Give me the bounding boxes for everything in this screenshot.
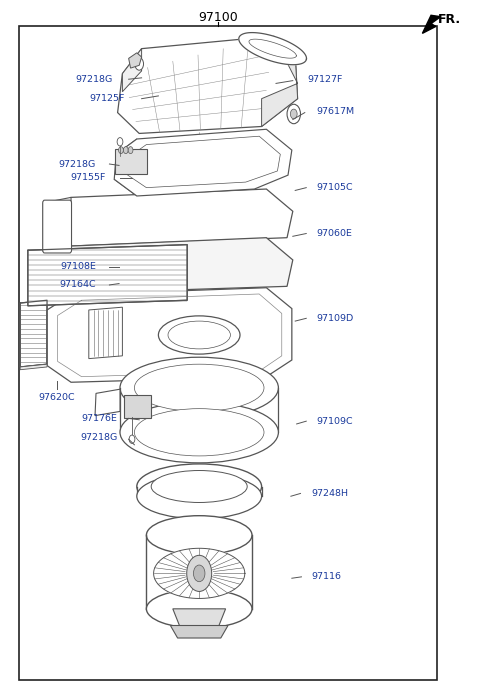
Text: 97125F: 97125F xyxy=(89,95,125,103)
Circle shape xyxy=(290,109,297,119)
Circle shape xyxy=(193,565,205,582)
Ellipse shape xyxy=(134,409,264,456)
Polygon shape xyxy=(20,300,47,367)
Ellipse shape xyxy=(137,464,262,509)
Polygon shape xyxy=(47,288,292,382)
Ellipse shape xyxy=(146,589,252,628)
Text: FR.: FR. xyxy=(438,13,461,26)
Polygon shape xyxy=(170,626,228,638)
Circle shape xyxy=(129,435,135,443)
Polygon shape xyxy=(43,197,71,252)
Text: 97100: 97100 xyxy=(199,11,238,24)
Polygon shape xyxy=(122,49,142,92)
Text: 97155F: 97155F xyxy=(70,174,106,182)
Text: 97620C: 97620C xyxy=(38,393,75,402)
Text: 97116: 97116 xyxy=(311,573,341,581)
Bar xyxy=(19,26,437,680)
Text: 97109C: 97109C xyxy=(317,417,353,425)
Ellipse shape xyxy=(120,402,278,463)
Text: 97617M: 97617M xyxy=(317,107,355,115)
Text: 97108E: 97108E xyxy=(60,263,96,271)
Text: 97218G: 97218G xyxy=(59,160,96,168)
Polygon shape xyxy=(262,36,298,126)
FancyBboxPatch shape xyxy=(124,395,151,418)
Text: 97218G: 97218G xyxy=(80,434,118,442)
FancyBboxPatch shape xyxy=(115,149,147,174)
FancyBboxPatch shape xyxy=(43,200,72,253)
Ellipse shape xyxy=(158,316,240,354)
Circle shape xyxy=(119,147,123,154)
Polygon shape xyxy=(239,33,307,65)
Text: 97164C: 97164C xyxy=(60,281,96,289)
Circle shape xyxy=(135,58,144,70)
Polygon shape xyxy=(129,53,142,68)
Text: 97248H: 97248H xyxy=(311,489,348,498)
Polygon shape xyxy=(89,307,122,359)
Polygon shape xyxy=(48,229,293,293)
Ellipse shape xyxy=(168,321,230,349)
Text: 97176E: 97176E xyxy=(82,414,118,423)
Circle shape xyxy=(128,147,133,154)
Text: 97109D: 97109D xyxy=(317,314,354,322)
Ellipse shape xyxy=(137,474,262,518)
Polygon shape xyxy=(28,245,187,306)
Ellipse shape xyxy=(134,364,264,411)
Text: 97060E: 97060E xyxy=(317,229,353,238)
Text: 97127F: 97127F xyxy=(307,75,343,83)
Text: 97218G: 97218G xyxy=(75,75,113,83)
Polygon shape xyxy=(118,36,298,133)
Polygon shape xyxy=(95,389,120,416)
Polygon shape xyxy=(126,136,280,188)
Polygon shape xyxy=(48,189,293,246)
Polygon shape xyxy=(154,548,245,598)
Polygon shape xyxy=(20,364,47,370)
Ellipse shape xyxy=(120,357,278,418)
Polygon shape xyxy=(173,609,226,627)
Circle shape xyxy=(287,104,300,124)
Circle shape xyxy=(123,147,128,154)
Circle shape xyxy=(117,138,123,146)
Polygon shape xyxy=(114,129,292,196)
Polygon shape xyxy=(422,15,441,33)
Ellipse shape xyxy=(151,471,247,502)
Ellipse shape xyxy=(146,516,252,555)
Text: 97105C: 97105C xyxy=(317,183,353,192)
Circle shape xyxy=(187,555,212,591)
